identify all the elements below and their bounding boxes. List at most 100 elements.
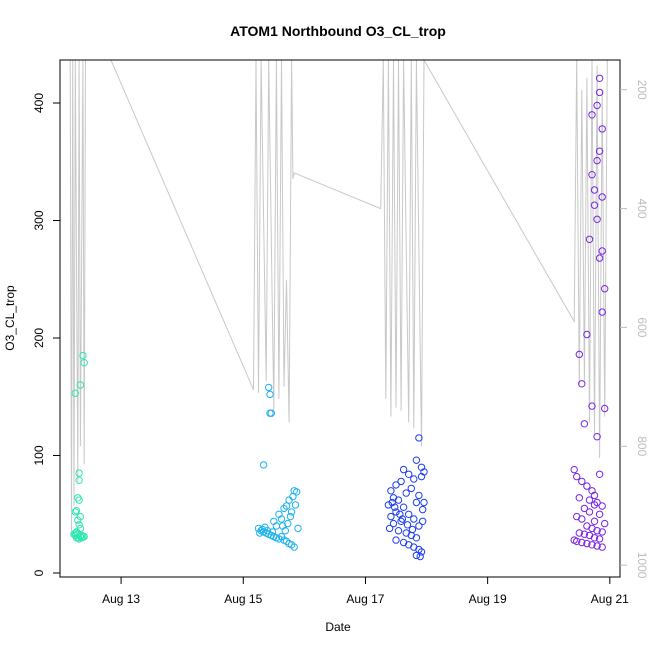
data-point	[417, 548, 426, 556]
data-point	[392, 481, 400, 489]
data-point	[415, 491, 423, 500]
data-point	[595, 74, 604, 83]
data-point	[590, 186, 599, 194]
data-point	[419, 517, 427, 525]
data-point	[394, 527, 403, 535]
data-point	[70, 530, 78, 538]
data-point	[593, 433, 601, 441]
x-tick-label: Aug 17	[346, 592, 384, 606]
x-axis: Aug 13 Aug 15 Aug 17 Aug 19 Aug 21	[102, 577, 629, 606]
pressure-trace-line	[69, 58, 608, 536]
data-point	[405, 510, 413, 518]
right-axis: 200 400 600 800 1000	[620, 80, 649, 579]
data-point	[399, 503, 408, 511]
data-point	[266, 390, 274, 399]
right-tick-label: 600	[635, 317, 649, 337]
data-point	[387, 487, 395, 495]
x-axis-label: Date	[325, 620, 351, 634]
data-point	[289, 492, 297, 501]
data-point	[585, 496, 594, 504]
data-point	[588, 171, 596, 179]
x-tick-label: Aug 21	[591, 592, 629, 606]
data-point	[277, 515, 286, 523]
data-point	[80, 532, 88, 541]
data-point	[598, 308, 606, 316]
right-tick-label: 200	[635, 80, 649, 100]
data-point	[417, 472, 426, 481]
y-tick-label: 300	[32, 210, 46, 230]
data-point	[287, 508, 296, 516]
data-point	[595, 88, 604, 97]
data-point	[598, 247, 606, 255]
data-point	[294, 524, 302, 533]
data-point	[398, 515, 407, 523]
y-axis: 0 100 200 300 400	[32, 93, 60, 576]
data-point	[402, 489, 410, 497]
data-point	[580, 530, 589, 538]
data-point	[397, 477, 405, 486]
data-point	[595, 147, 604, 155]
data-point	[391, 503, 399, 511]
data-point	[598, 125, 606, 133]
data-point	[267, 409, 275, 417]
data-point	[75, 469, 83, 477]
data-point	[394, 496, 403, 504]
data-point	[258, 525, 267, 534]
data-point	[601, 404, 609, 413]
data-point	[71, 529, 80, 537]
data-point	[578, 515, 586, 523]
data-point	[384, 501, 393, 509]
data-point	[583, 482, 591, 490]
data-point	[419, 505, 427, 514]
x-tick-label: Aug 19	[469, 592, 507, 606]
data-point	[595, 535, 604, 543]
data-point	[598, 543, 606, 551]
data-point	[263, 527, 272, 535]
data-point	[590, 491, 599, 500]
data-point	[590, 517, 599, 525]
data-point	[275, 535, 283, 543]
data-point	[392, 536, 400, 544]
data-point	[598, 528, 606, 536]
data-point	[291, 501, 300, 509]
data-point	[71, 508, 80, 516]
data-point	[387, 512, 395, 521]
data-point	[75, 521, 83, 529]
data-point	[583, 330, 591, 339]
data-point	[601, 519, 609, 528]
data-point	[583, 539, 591, 548]
data-point	[412, 456, 421, 464]
data-point	[282, 537, 291, 545]
data-point	[580, 420, 589, 428]
pressure-trace	[69, 58, 608, 536]
data-point	[578, 538, 586, 547]
data-point	[71, 389, 80, 397]
data-point	[590, 501, 599, 509]
data-point	[588, 402, 596, 410]
chart-title: ATOM1 Northbound O3_CL_trop	[230, 23, 446, 39]
data-point	[287, 541, 296, 549]
y-tick-label: 200	[32, 328, 46, 348]
x-tick-label: Aug 13	[102, 592, 140, 606]
y-tick-label: 0	[32, 569, 46, 576]
data-point	[573, 537, 581, 545]
data-point	[412, 551, 421, 560]
data-point	[279, 522, 287, 530]
x-tick-label: Aug 15	[224, 592, 262, 606]
data-point	[595, 470, 604, 478]
right-tick-label: 400	[635, 199, 649, 219]
data-point	[416, 552, 424, 561]
data-point	[412, 498, 421, 507]
data-point	[286, 512, 295, 521]
data-point	[293, 488, 301, 496]
data-point	[593, 498, 601, 507]
data-point	[72, 507, 81, 515]
data-point	[282, 502, 291, 510]
data-point	[399, 465, 408, 474]
data-point	[268, 528, 277, 536]
data-point	[578, 477, 586, 486]
data-point	[575, 350, 583, 359]
data-point	[595, 510, 604, 518]
data-point	[585, 235, 594, 244]
data-point	[601, 285, 609, 293]
